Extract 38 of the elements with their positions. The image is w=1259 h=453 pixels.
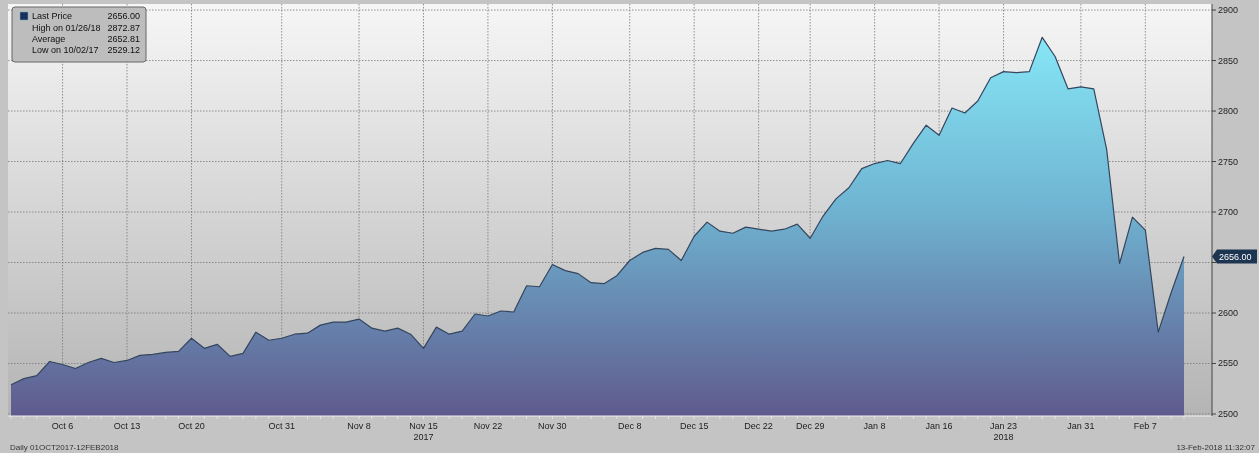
x-tick-label: Feb 7 — [1133, 421, 1157, 431]
y-tick-label: 2850 — [1218, 55, 1239, 66]
text: 2656.00 — [1219, 251, 1252, 262]
x-tick-label: Nov 30 — [538, 421, 567, 431]
text: 13-Feb-2018 11:32:07 — [1176, 443, 1256, 452]
annotation: 2656.00 — [107, 11, 140, 21]
y-tick-label: 2550 — [1218, 358, 1239, 369]
annotation: High on 01/26/18 — [32, 23, 101, 33]
text: 2018 — [993, 432, 1014, 442]
x-tick-label: Dec 15 — [679, 421, 709, 431]
x-tick-label: Dec 8 — [617, 421, 642, 431]
x-tick-label: Oct 6 — [51, 421, 74, 431]
x-tick-label: Jan 8 — [863, 421, 886, 431]
annotation: 2652.81 — [107, 34, 140, 44]
y-tick-label: 2500 — [1218, 408, 1239, 419]
annotation: Average — [32, 34, 66, 44]
text: 2017 — [413, 432, 434, 442]
x-tick-label: Jan 31 — [1067, 421, 1095, 431]
annotation: 2872.87 — [107, 23, 140, 33]
y-tick-label: 2700 — [1218, 207, 1239, 218]
y-tick-label: 2800 — [1218, 106, 1239, 117]
annotation: Low on 10/02/17 — [32, 45, 99, 55]
x-tick-label: Oct 20 — [178, 421, 205, 431]
x-tick-label: Dec 29 — [795, 421, 825, 431]
y-tick-label: 2600 — [1218, 308, 1239, 318]
legend-label: Last Price — [32, 11, 73, 21]
x-tick-label: Dec 22 — [744, 421, 773, 431]
text: Daily 01OCT2017-12FEB2018 — [10, 443, 120, 452]
x-tick-label: Oct 31 — [268, 421, 295, 431]
x-tick-label: Nov 8 — [347, 421, 371, 431]
annotation: 2529.12 — [107, 45, 140, 55]
x-tick-label: Nov 22 — [473, 421, 503, 431]
x-tick-label: Jan 23 — [990, 421, 1018, 431]
x-tick-label: Oct 13 — [113, 421, 141, 431]
x-tick-label: Jan 16 — [925, 421, 953, 431]
y-tick-label: 2750 — [1218, 156, 1239, 167]
x-tick-label: Nov 15 — [409, 421, 438, 431]
y-tick-label: 2900 — [1218, 5, 1239, 16]
